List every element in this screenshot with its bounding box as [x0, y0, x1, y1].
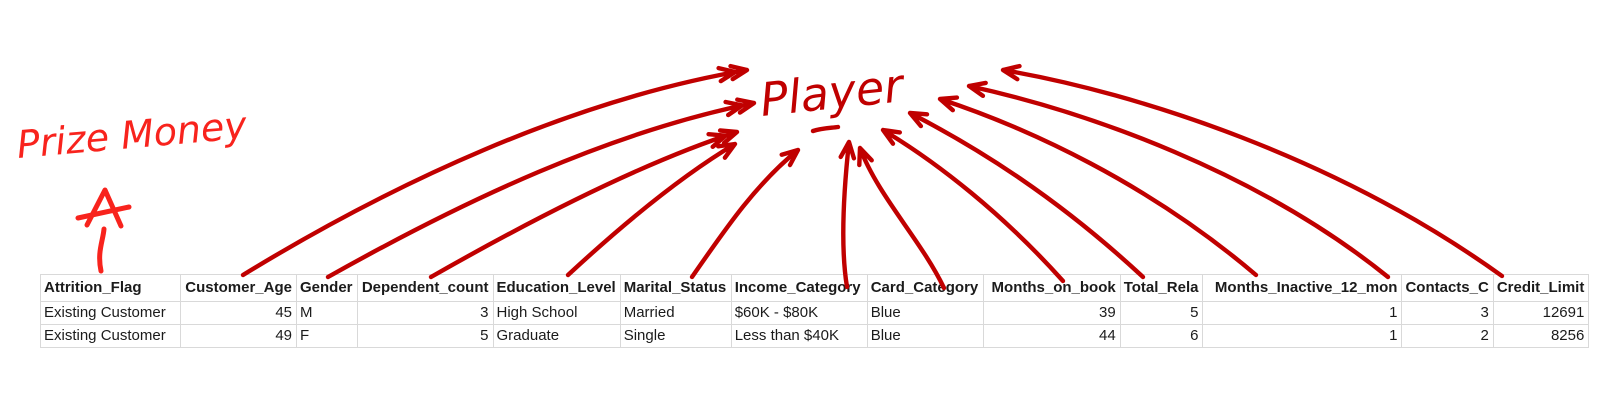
table-cell[interactable]: M: [296, 301, 358, 325]
player-underline-stroke: [810, 124, 841, 134]
column-header-gender[interactable]: Gender: [296, 274, 358, 302]
table-cell[interactable]: 3: [1401, 301, 1494, 325]
arrow-marital_status-to-player: [689, 147, 801, 280]
table-row: Existing Customer 49 F 5 Graduate Single Less …: [40, 324, 1590, 348]
prize-money-label: Prize Money: [15, 103, 249, 167]
column-header-credit_limit[interactable]: Credit_Limit: [1492, 274, 1590, 302]
column-header-education_level[interactable]: Education_Level: [492, 274, 621, 302]
column-header-contacts_c[interactable]: Contacts_C: [1401, 274, 1494, 302]
arrow-credit_limit-to-player: [1000, 63, 1505, 279]
table-cell[interactable]: 1: [1202, 301, 1403, 325]
arrows-to-player: [240, 63, 1505, 291]
column-header-dependent_count[interactable]: Dependent_count: [356, 274, 494, 302]
arrow-education_level-to-player: [565, 141, 738, 278]
table-cell[interactable]: Single: [619, 324, 732, 348]
arrow-contacts-to-player: [966, 80, 1391, 280]
table-cell[interactable]: $60K - $80K: [730, 301, 868, 325]
arrow-income_category-to-player: [838, 139, 857, 290]
arrow-card_category-to-player: [857, 145, 947, 291]
column-header-months_on_book[interactable]: Months_on_book: [982, 274, 1121, 302]
table-cell[interactable]: 5: [356, 324, 494, 348]
table-cell[interactable]: 39: [982, 301, 1121, 325]
arrow-customer_age-to-player: [240, 63, 750, 278]
table-cell[interactable]: 8256: [1492, 324, 1590, 348]
column-header-marital_status[interactable]: Marital_Status: [619, 274, 732, 302]
table-cell[interactable]: Blue: [866, 301, 984, 325]
arrow-gender-to-player: [325, 97, 757, 280]
table-cell[interactable]: 3: [356, 301, 494, 325]
arrow-dependent_count-to-player: [428, 128, 740, 280]
table-cell[interactable]: 49: [180, 324, 297, 348]
column-header-months_inactive_12_mon[interactable]: Months_Inactive_12_mon: [1202, 274, 1403, 302]
table-cell[interactable]: Blue: [866, 324, 984, 348]
table-cell[interactable]: 12691: [1492, 301, 1590, 325]
table-cell[interactable]: Graduate: [492, 324, 621, 348]
table-cell[interactable]: F: [296, 324, 358, 348]
table-cell[interactable]: Married: [619, 301, 732, 325]
prize-money-arrowhead-bar: [75, 204, 132, 221]
column-header-attrition_flag[interactable]: Attrition_Flag: [40, 274, 181, 302]
table-cell[interactable]: 45: [180, 301, 297, 325]
table-cell[interactable]: Existing Customer: [40, 324, 181, 348]
table-cell[interactable]: 2: [1401, 324, 1494, 348]
column-header-total_rela[interactable]: Total_Rela: [1119, 274, 1204, 302]
player-label: Player: [758, 58, 909, 127]
table-cell[interactable]: 6: [1119, 324, 1204, 348]
prize-money-arrowhead: [84, 187, 124, 229]
prize-money-arrow-shaft: [97, 226, 107, 274]
header-row: Attrition_Flag Customer_Age Gender Dependen…: [40, 274, 1590, 302]
data-table: Attrition_Flag Customer_Age Gender Dependen…: [40, 274, 1590, 348]
table-cell[interactable]: 5: [1119, 301, 1204, 325]
table-cell[interactable]: High School: [492, 301, 621, 325]
table-cell[interactable]: Existing Customer: [40, 301, 181, 325]
table-cell[interactable]: 1: [1202, 324, 1403, 348]
table-cell[interactable]: Less than $40K: [730, 324, 868, 348]
column-header-customer_age[interactable]: Customer_Age: [180, 274, 297, 302]
column-header-income_category[interactable]: Income_Category: [730, 274, 868, 302]
arrow-months_on_book-to-player: [880, 127, 1066, 284]
table-row: Existing Customer 45 M 3 High School Married $…: [40, 301, 1590, 325]
arrow-total_rela-to-player: [907, 110, 1146, 280]
table-body: Existing Customer 45 M 3 High School Married $…: [40, 301, 1590, 348]
column-header-card_category[interactable]: Card_Category: [866, 274, 984, 302]
table-cell[interactable]: 44: [982, 324, 1121, 348]
arrow-months_inactive_12_mon-to-player: [937, 95, 1259, 278]
